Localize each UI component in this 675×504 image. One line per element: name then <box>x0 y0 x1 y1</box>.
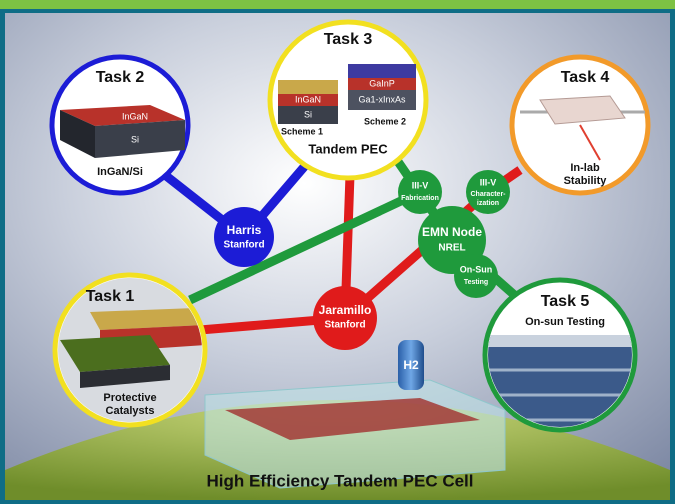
hub-label: NREL <box>438 243 465 254</box>
task-caption: Catalysts <box>106 405 155 417</box>
hub-label: Stanford <box>223 240 264 251</box>
task-title: Task 4 <box>561 69 610 86</box>
subnode-label: III-V <box>412 180 429 190</box>
diagram: H2 Task 2 InGaN Si InGaN/Si Task 3 InGaN… <box>0 0 675 504</box>
scheme-label: Scheme 2 <box>364 116 406 126</box>
layer-label: Ga1-xInxAs <box>358 94 406 104</box>
subnode-label: ization <box>477 200 499 207</box>
subnode <box>454 254 498 298</box>
main-title: High Efficiency Tandem PEC Cell <box>206 471 473 490</box>
subnode <box>398 170 442 214</box>
hub-label: Stanford <box>324 320 365 331</box>
task-caption: Protective <box>103 392 156 404</box>
hub-label: EMN Node <box>422 225 482 239</box>
layer-label: InGaN <box>122 111 148 121</box>
top-bar <box>0 0 675 9</box>
hub-label: Harris <box>227 223 262 237</box>
task-caption: Stability <box>564 175 608 187</box>
task-title: Task 5 <box>541 293 590 310</box>
tank-label: H2 <box>403 358 419 372</box>
task-caption: On-sun Testing <box>525 316 605 328</box>
layer-label: Si <box>304 109 312 119</box>
task-caption: InGaN/Si <box>97 166 143 178</box>
mountains <box>485 335 635 347</box>
task-title: Task 3 <box>324 31 373 48</box>
layer <box>278 80 338 94</box>
layer-label: GaInP <box>369 78 395 88</box>
subnode-label: Character- <box>470 191 506 198</box>
hub <box>313 286 377 350</box>
scheme-label: Scheme 1 <box>281 126 323 136</box>
task-caption: Tandem PEC <box>308 141 388 156</box>
subnode-label: Fabrication <box>401 195 439 202</box>
subnode-label: III-V <box>480 177 497 187</box>
task-title: Task 2 <box>96 69 145 86</box>
hub-label: Jaramillo <box>319 303 372 317</box>
layer-label: InGaN <box>295 94 321 104</box>
layer-label: Si <box>131 134 139 144</box>
task-caption: In-lab <box>570 162 600 174</box>
subnode-label: On-Sun <box>460 264 493 274</box>
subnode-label: Testing <box>464 279 488 286</box>
layer <box>348 64 416 78</box>
task-title: Task 1 <box>86 288 135 305</box>
